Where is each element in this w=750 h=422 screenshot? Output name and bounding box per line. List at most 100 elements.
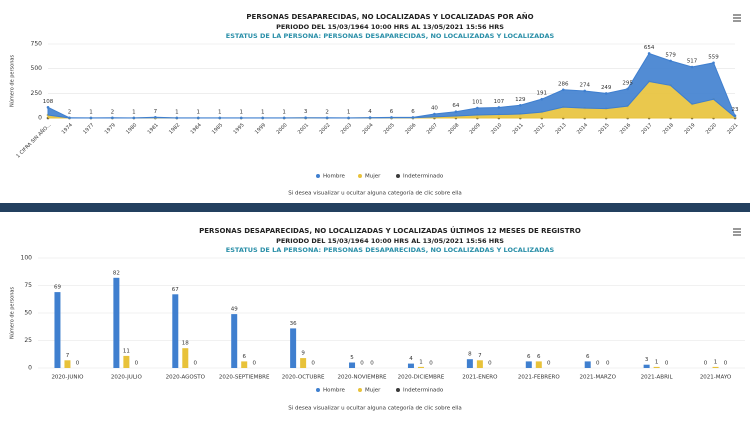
bar [300, 358, 307, 368]
bar [123, 355, 130, 368]
menu-button[interactable] [730, 226, 744, 238]
data-label: 1 [419, 359, 423, 365]
data-label: 0 [488, 361, 492, 367]
bar [407, 363, 414, 368]
x-tick-label: 2021-MARZO [579, 375, 616, 381]
total-label: 6 [411, 109, 415, 115]
total-label: 1 [261, 109, 265, 115]
total-label: 191 [537, 91, 548, 97]
data-label: 6 [527, 354, 531, 360]
point [540, 97, 544, 101]
x-tick-label: 2020-NOVIEMBRE [338, 375, 388, 381]
point [89, 116, 93, 120]
bar [182, 348, 189, 368]
x-tick-label: 2020-SEPTIEMBRE [219, 375, 270, 381]
data-label: 0 [606, 361, 610, 367]
point [175, 116, 179, 120]
data-label: 0 [704, 361, 708, 367]
y-axis-label: Número de personas [9, 287, 16, 339]
point [132, 116, 136, 120]
total-label: 107 [494, 99, 505, 105]
bar [535, 361, 542, 368]
legend-label[interactable]: Mujer [365, 388, 381, 394]
data-label: 0 [724, 361, 728, 367]
total-label: 6 [390, 109, 394, 115]
point [433, 112, 436, 116]
data-label: 0 [429, 361, 433, 367]
legend-marker[interactable] [396, 174, 400, 178]
total-label: 101 [472, 100, 483, 106]
x-tick-label: 2020-JULIO [111, 375, 143, 381]
total-label: 1 [282, 109, 286, 115]
point [519, 103, 522, 107]
point [68, 116, 71, 120]
point [368, 116, 372, 119]
legend-marker[interactable] [358, 174, 362, 178]
point [196, 116, 200, 120]
total-label: 64 [452, 103, 459, 109]
point [46, 106, 50, 109]
y-tick-label: 25 [24, 337, 32, 344]
total-label: 40 [431, 106, 438, 112]
chart-subtitle: PERIODO DEL 15/03/1964 10:00 HRS AL 13/0… [276, 23, 504, 31]
legend-marker[interactable] [396, 388, 400, 392]
x-tick-label: 2020-DICIEMBRE [398, 375, 445, 381]
data-label: 11 [123, 348, 130, 354]
y-tick-label: 750 [31, 41, 43, 48]
legend-label[interactable]: Hombre [323, 388, 345, 394]
total-label: 1 [218, 109, 222, 115]
bar [584, 361, 591, 368]
total-label: 1 [89, 109, 93, 115]
total-label: 286 [558, 81, 569, 87]
bar [417, 366, 424, 368]
data-label: 0 [370, 361, 374, 367]
data-label: 0 [360, 361, 364, 367]
data-label: 6 [242, 354, 246, 360]
chart-status: ESTATUS DE LA PERSONA: PERSONAS DESAPARE… [226, 32, 555, 40]
total-label: 129 [515, 97, 526, 103]
point [282, 116, 286, 120]
chart-status: ESTATUS DE LA PERSONA: PERSONAS DESAPARE… [226, 246, 555, 254]
bar [349, 362, 356, 368]
bar [525, 361, 532, 368]
total-label: 2 [111, 109, 115, 115]
y-tick-label: 50 [24, 310, 32, 317]
chart-note: Si desea visualizar u ocultar alguna cat… [288, 190, 461, 197]
data-label: 49 [231, 307, 238, 313]
data-label: 3 [645, 357, 649, 363]
bar [64, 360, 71, 368]
legend-label[interactable]: Indeterminado [403, 388, 444, 394]
bar [231, 314, 238, 368]
chart-subtitle: PERIODO DEL 15/03/1964 10:00 HRS AL 13/0… [276, 237, 504, 245]
point [712, 61, 715, 65]
bar [54, 292, 61, 368]
legend-label[interactable]: Indeterminado [403, 174, 444, 180]
data-label: 6 [586, 354, 590, 360]
total-label: 2 [325, 109, 329, 115]
legend-marker[interactable] [316, 388, 320, 392]
data-label: 0 [547, 361, 551, 367]
y-axis-label: Número de personas [9, 55, 16, 107]
point [411, 116, 415, 119]
data-label: 4 [409, 356, 413, 362]
point [669, 59, 672, 63]
data-label: 0 [194, 361, 198, 367]
total-label: 23 [732, 107, 739, 113]
data-label: 36 [290, 321, 297, 327]
legend-label[interactable]: Hombre [323, 174, 345, 180]
total-label: 1 [347, 109, 351, 115]
data-label: 5 [350, 355, 354, 361]
x-tick-label: 2021-ABRIL [641, 375, 674, 381]
legend-label[interactable]: Mujer [365, 174, 381, 180]
point [497, 106, 501, 109]
point [690, 65, 694, 69]
total-label: 1 [132, 109, 136, 115]
point [111, 116, 114, 120]
legend-marker[interactable] [316, 174, 320, 178]
legend-marker[interactable] [358, 388, 362, 392]
y-tick-label: 500 [31, 65, 43, 72]
menu-button[interactable] [730, 12, 744, 24]
data-label: 0 [76, 361, 80, 367]
total-label: 1 [175, 109, 179, 115]
